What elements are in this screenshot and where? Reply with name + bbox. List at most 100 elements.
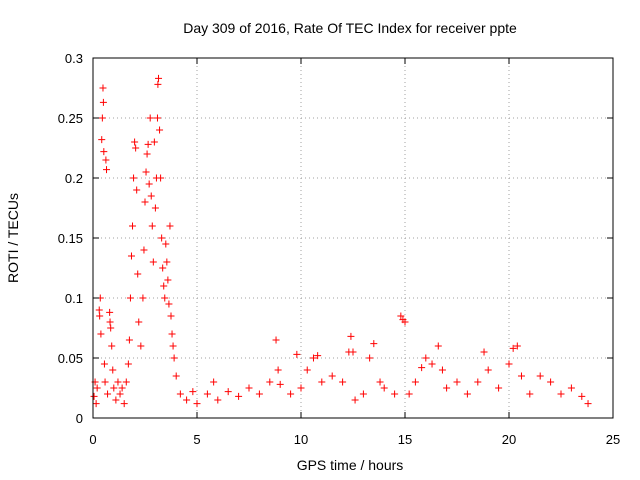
data-point (158, 234, 166, 242)
data-point (349, 348, 357, 356)
y-tick-label: 0.1 (65, 291, 83, 306)
data-point (135, 318, 143, 326)
data-point (397, 312, 405, 320)
data-point (124, 360, 132, 368)
data-point (366, 354, 374, 362)
data-point (145, 180, 153, 188)
data-point (513, 342, 521, 350)
data-point (153, 114, 161, 122)
data-point (505, 360, 513, 368)
data-point (112, 396, 120, 404)
data-point (108, 342, 116, 350)
data-point (127, 252, 135, 260)
data-point (98, 136, 106, 144)
data-point (165, 300, 173, 308)
data-point (303, 366, 311, 374)
data-point (137, 342, 145, 350)
data-point (120, 400, 128, 408)
data-point (495, 384, 503, 392)
data-point (133, 186, 141, 194)
data-point (114, 378, 122, 386)
data-point (480, 348, 488, 356)
data-point (411, 378, 419, 386)
data-point (380, 384, 388, 392)
data-point (266, 378, 274, 386)
x-tick-label: 25 (606, 432, 620, 447)
data-point (536, 372, 544, 380)
data-point (309, 354, 317, 362)
y-tick-label: 0.15 (58, 231, 83, 246)
data-point (110, 384, 118, 392)
data-point (245, 384, 253, 392)
data-point (122, 378, 130, 386)
data-point (167, 312, 175, 320)
data-point (401, 318, 409, 326)
data-point (422, 354, 430, 362)
data-point (376, 378, 384, 386)
data-point (143, 150, 151, 158)
data-point (509, 344, 517, 352)
y-tick-label: 0.25 (58, 111, 83, 126)
data-point (159, 264, 167, 272)
data-point (107, 324, 115, 332)
data-point (103, 166, 111, 174)
data-point (405, 390, 413, 398)
data-point (328, 372, 336, 380)
data-point (93, 384, 101, 392)
data-point (163, 258, 171, 266)
data-point (155, 74, 163, 82)
data-point (434, 342, 442, 350)
data-point (90, 392, 98, 400)
x-tick-label: 5 (193, 432, 200, 447)
data-point (370, 340, 378, 348)
data-point (157, 174, 165, 182)
data-point (189, 388, 197, 396)
data-point (126, 294, 134, 302)
data-point (149, 258, 157, 266)
data-point (517, 372, 525, 380)
data-point (95, 306, 103, 314)
data-point (474, 378, 482, 386)
data-point (134, 270, 142, 278)
data-point (203, 390, 211, 398)
data-point (99, 98, 107, 106)
y-tick-label: 0 (76, 411, 83, 426)
data-point (102, 156, 110, 164)
chart-title: Day 309 of 2016, Rate Of TEC Index for r… (183, 20, 517, 36)
data-point (162, 240, 170, 248)
data-points (90, 74, 592, 408)
data-point (147, 192, 155, 200)
data-point (156, 126, 164, 134)
grid-layer (93, 58, 613, 418)
data-point (214, 396, 222, 404)
y-tick-label: 0.2 (65, 171, 83, 186)
data-point (140, 246, 148, 254)
data-point (453, 378, 461, 386)
data-point (438, 366, 446, 374)
data-point (144, 140, 152, 148)
data-point (293, 350, 301, 358)
data-point (106, 318, 114, 326)
data-point (224, 388, 232, 396)
data-point (176, 390, 184, 398)
data-point (567, 384, 575, 392)
data-point (557, 390, 565, 398)
data-point (359, 390, 367, 398)
data-point (235, 392, 243, 400)
data-point (170, 354, 178, 362)
data-point (131, 138, 139, 146)
data-point (547, 378, 555, 386)
data-point (141, 198, 149, 206)
data-point (168, 330, 176, 338)
data-point (109, 366, 117, 374)
data-point (183, 396, 191, 404)
x-axis-ticks: 0 5 10 15 20 25 (89, 58, 620, 447)
data-point (172, 372, 180, 380)
data-point (428, 360, 436, 368)
data-point (463, 390, 471, 398)
data-point (125, 336, 133, 344)
y-axis-ticks: 0 0.05 0.1 0.15 0.2 0.25 0.3 (58, 51, 613, 426)
data-point (339, 378, 347, 386)
data-point (130, 174, 138, 182)
